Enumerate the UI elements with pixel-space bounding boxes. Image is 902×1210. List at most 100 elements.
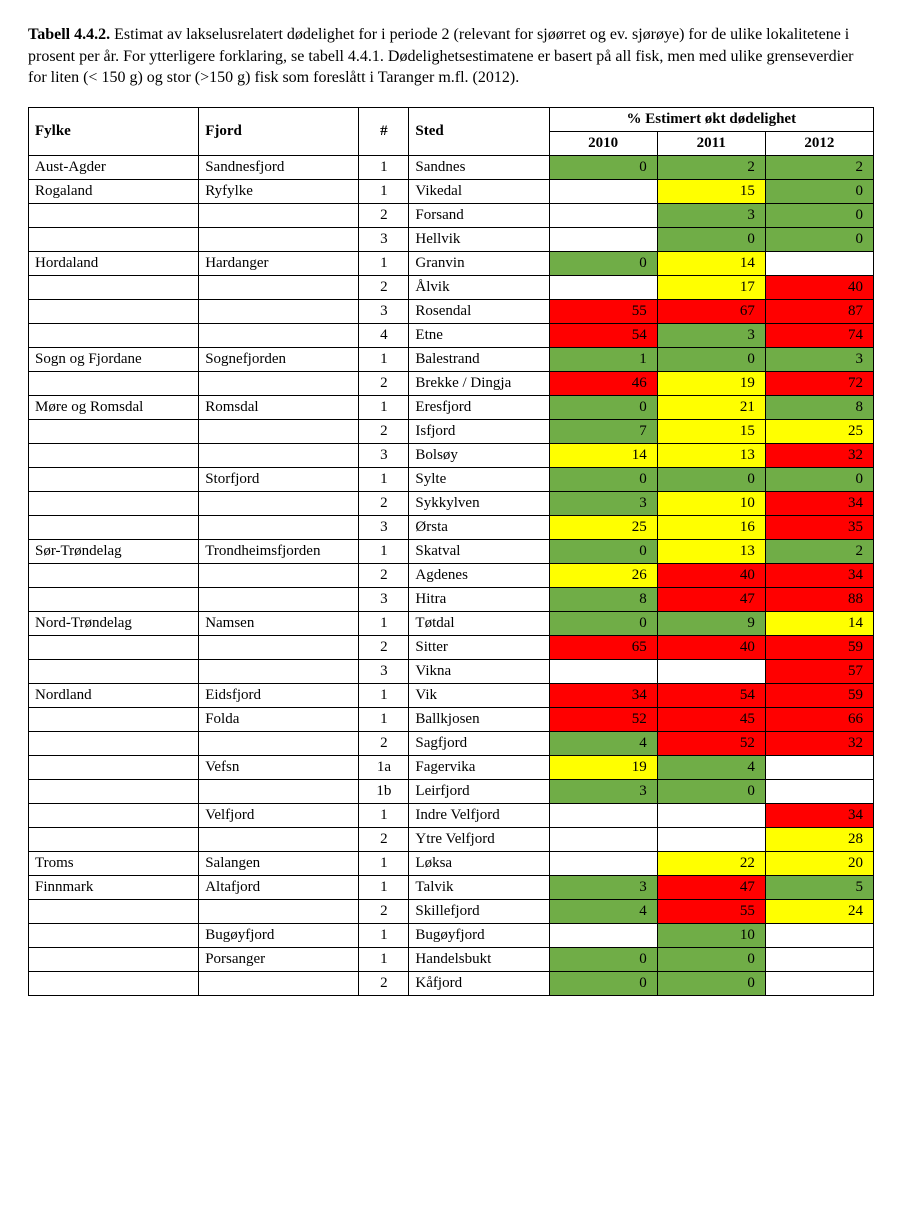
col-2010: 2010: [549, 131, 657, 155]
cell-num: 2: [359, 635, 409, 659]
cell-value: 1: [549, 347, 657, 371]
cell-fylke: [29, 227, 199, 251]
col-fjord: Fjord: [199, 107, 359, 155]
cell-num: 1: [359, 155, 409, 179]
cell-value: 3: [657, 203, 765, 227]
cell-num: 1: [359, 803, 409, 827]
cell-sted: Vikedal: [409, 179, 549, 203]
cell-sted: Bolsøy: [409, 443, 549, 467]
cell-value: [549, 659, 657, 683]
cell-value: 8: [765, 395, 873, 419]
cell-fjord: [199, 515, 359, 539]
cell-num: 1: [359, 179, 409, 203]
table-row: NordlandEidsfjord1Vik345459: [29, 683, 874, 707]
cell-fjord: Trondheimsfjorden: [199, 539, 359, 563]
cell-sted: Løksa: [409, 851, 549, 875]
cell-fylke: [29, 947, 199, 971]
cell-num: 1: [359, 851, 409, 875]
cell-sted: Vik: [409, 683, 549, 707]
cell-fylke: [29, 491, 199, 515]
cell-fylke: Sogn og Fjordane: [29, 347, 199, 371]
cell-fjord: Vefsn: [199, 755, 359, 779]
cell-value: [549, 803, 657, 827]
cell-sted: Sagfjord: [409, 731, 549, 755]
cell-value: 55: [549, 299, 657, 323]
cell-fylke: [29, 923, 199, 947]
cell-sted: Sykkylven: [409, 491, 549, 515]
cell-sted: Bugøyfjord: [409, 923, 549, 947]
cell-value: 0: [657, 227, 765, 251]
cell-fjord: [199, 659, 359, 683]
cell-value: [765, 971, 873, 995]
cell-fylke: [29, 587, 199, 611]
cell-fjord: [199, 227, 359, 251]
cell-value: 32: [765, 731, 873, 755]
cell-value: 3: [657, 323, 765, 347]
cell-value: 4: [549, 899, 657, 923]
cell-num: 1: [359, 251, 409, 275]
cell-num: 2: [359, 731, 409, 755]
cell-value: 40: [657, 563, 765, 587]
cell-value: 13: [657, 539, 765, 563]
table-row: 3Rosendal556787: [29, 299, 874, 323]
cell-value: 10: [657, 923, 765, 947]
cell-sted: Talvik: [409, 875, 549, 899]
cell-value: 54: [549, 323, 657, 347]
cell-value: [657, 803, 765, 827]
cell-value: [549, 923, 657, 947]
cell-value: 0: [549, 395, 657, 419]
cell-value: 87: [765, 299, 873, 323]
cell-num: 2: [359, 419, 409, 443]
cell-value: 0: [765, 467, 873, 491]
cell-num: 1b: [359, 779, 409, 803]
cell-value: 0: [549, 251, 657, 275]
table-row: 1bLeirfjord30: [29, 779, 874, 803]
col-sted: Sted: [409, 107, 549, 155]
cell-value: 14: [657, 251, 765, 275]
cell-value: 57: [765, 659, 873, 683]
cell-value: 26: [549, 563, 657, 587]
cell-value: 0: [765, 227, 873, 251]
cell-value: 59: [765, 635, 873, 659]
cell-value: 0: [549, 539, 657, 563]
cell-num: 2: [359, 563, 409, 587]
cell-num: 3: [359, 515, 409, 539]
cell-sted: Fagervika: [409, 755, 549, 779]
cell-value: 24: [765, 899, 873, 923]
cell-value: 0: [549, 155, 657, 179]
cell-num: 1: [359, 683, 409, 707]
cell-sted: Hellvik: [409, 227, 549, 251]
table-row: 2Sykkylven31034: [29, 491, 874, 515]
table-row: Velfjord1Indre Velfjord34: [29, 803, 874, 827]
cell-value: [549, 179, 657, 203]
cell-sted: Handelsbukt: [409, 947, 549, 971]
table-row: 4Etne54374: [29, 323, 874, 347]
cell-value: 8: [549, 587, 657, 611]
cell-fylke: Nord-Trøndelag: [29, 611, 199, 635]
cell-fjord: [199, 419, 359, 443]
cell-sted: Sitter: [409, 635, 549, 659]
cell-value: 34: [765, 491, 873, 515]
cell-fjord: [199, 899, 359, 923]
table-row: 3Hitra84788: [29, 587, 874, 611]
cell-fylke: [29, 299, 199, 323]
cell-sted: Brekke / Dingja: [409, 371, 549, 395]
cell-value: 17: [657, 275, 765, 299]
cell-fjord: [199, 827, 359, 851]
col-group: % Estimert økt dødelighet: [549, 107, 873, 131]
cell-value: 4: [549, 731, 657, 755]
cell-value: 2: [657, 155, 765, 179]
cell-fjord: Eidsfjord: [199, 683, 359, 707]
cell-value: 0: [657, 779, 765, 803]
cell-fjord: [199, 203, 359, 227]
cell-value: [549, 851, 657, 875]
cell-fylke: [29, 755, 199, 779]
cell-fylke: [29, 323, 199, 347]
cell-value: 67: [657, 299, 765, 323]
cell-value: 46: [549, 371, 657, 395]
mortality-table: Fylke Fjord # Sted % Estimert økt dødeli…: [28, 107, 874, 996]
table-row: 3Ørsta251635: [29, 515, 874, 539]
cell-value: 40: [765, 275, 873, 299]
table-row: Sør-TrøndelagTrondheimsfjorden1Skatval01…: [29, 539, 874, 563]
table-caption: Tabell 4.4.2. Estimat av lakselusrelater…: [28, 24, 874, 89]
